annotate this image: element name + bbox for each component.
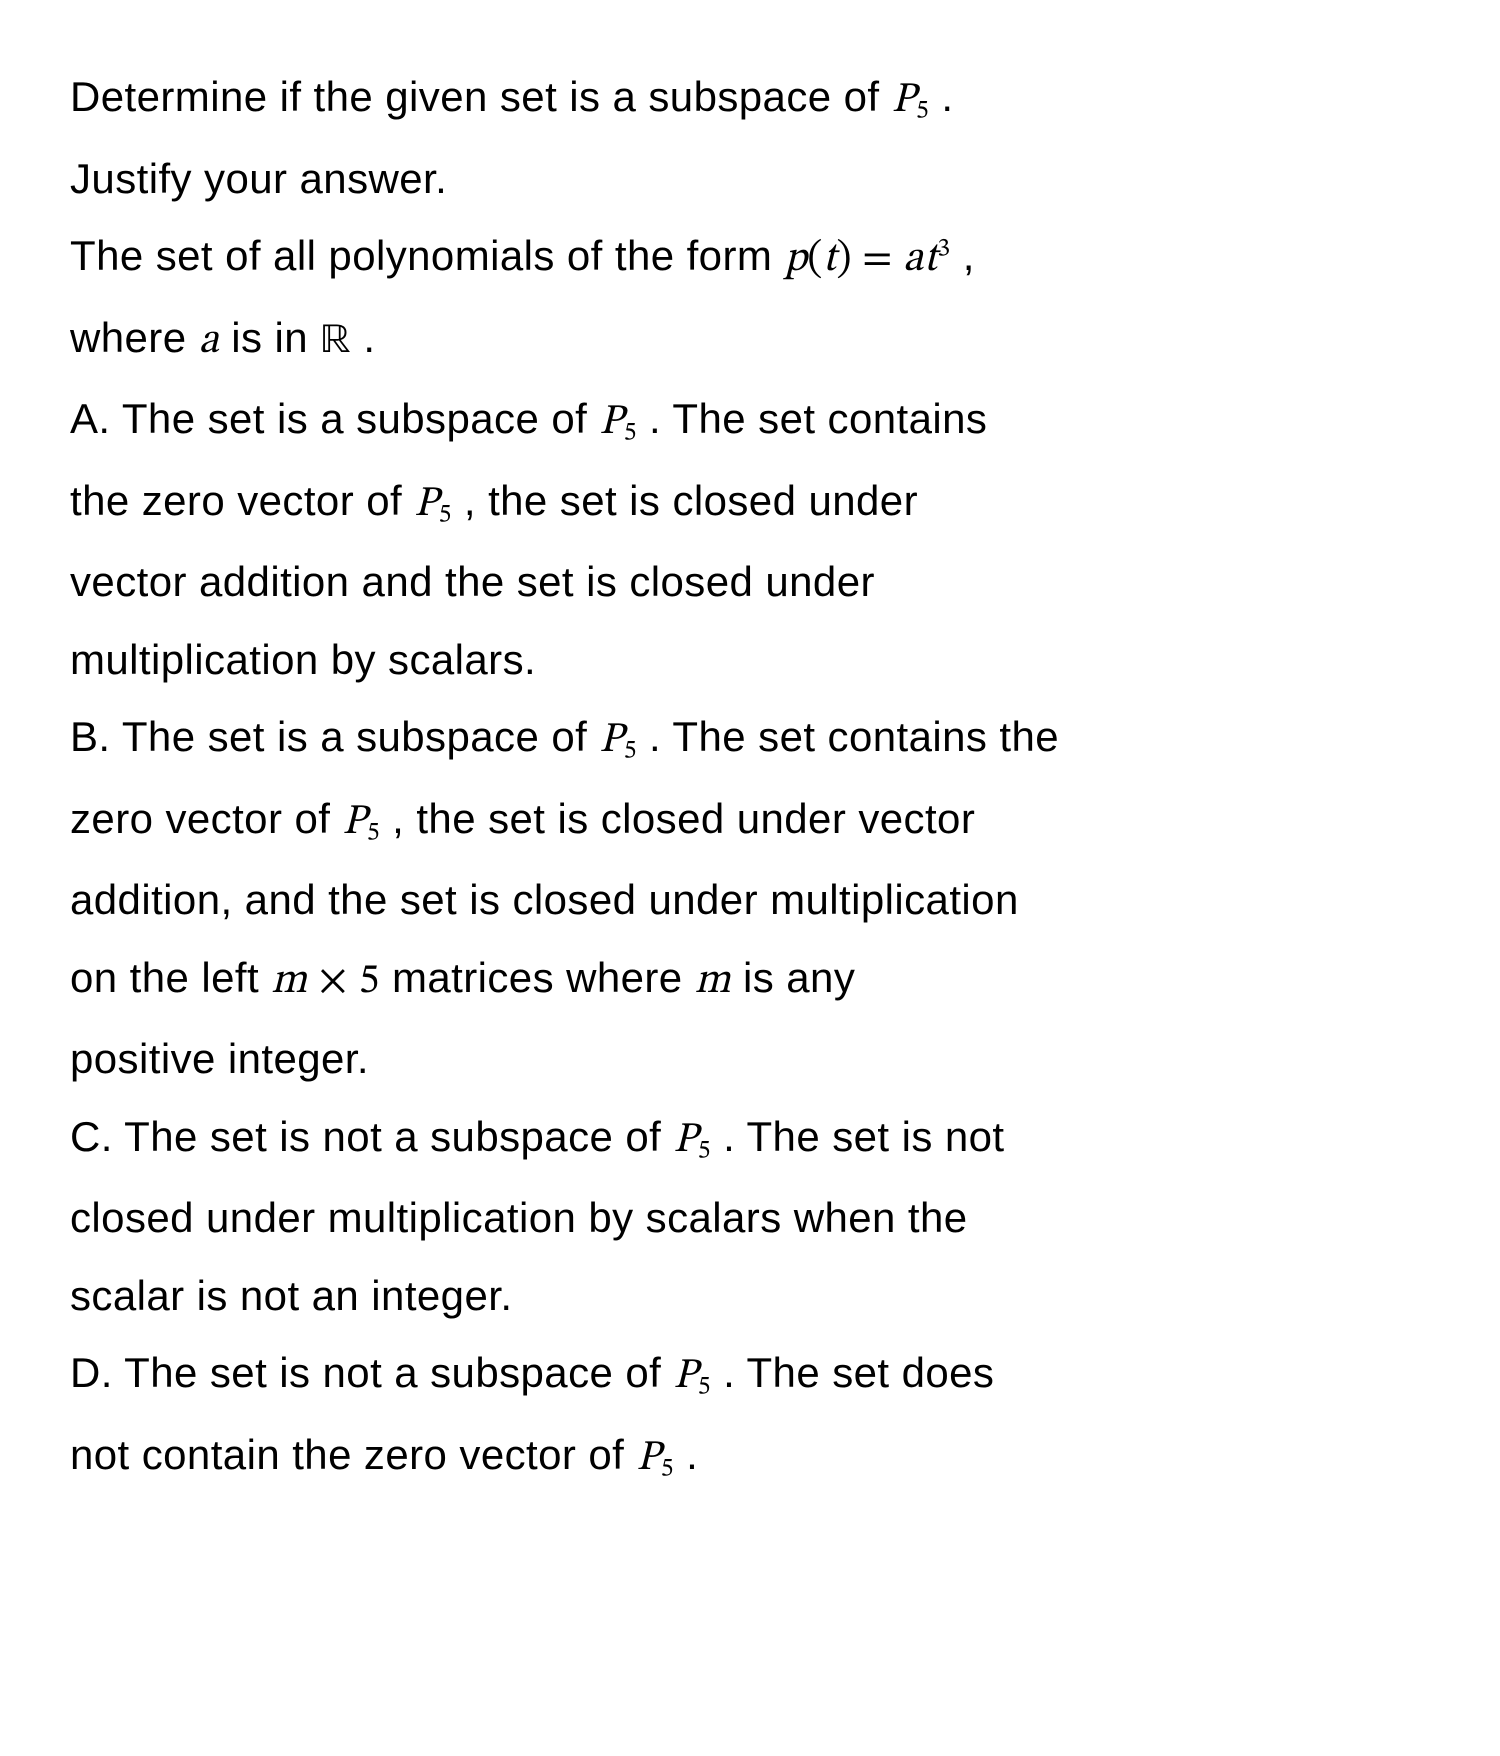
option-a-line-4: multiplication by scalars.	[70, 623, 1440, 697]
a-line4: multiplication by scalars.	[70, 636, 536, 683]
option-b-line-3: addition, and the set is closed under mu…	[70, 863, 1440, 937]
m-symbol: m	[695, 954, 731, 1001]
option-a-line-3: vector addition and the set is closed un…	[70, 545, 1440, 619]
b-line3: addition, and the set is closed under mu…	[70, 876, 1019, 923]
p5-symbol: P5	[673, 1349, 711, 1396]
option-d-line-2: not contain the zero vector of P5 .	[70, 1418, 1440, 1496]
c-line2: closed under multiplication by scalars w…	[70, 1194, 968, 1241]
b-tail2: , the set is closed under vector	[392, 795, 975, 842]
a-line3: vector addition and the set is closed un…	[70, 558, 875, 605]
b-pre1: B. The set is a subspace of	[70, 713, 599, 760]
option-d-line-1: D. The set is not a subspace of P5 . The…	[70, 1336, 1440, 1414]
p5-symbol: P5	[599, 713, 637, 760]
d-tail1: . The set does	[723, 1349, 994, 1396]
q-line3-tail: ,	[963, 232, 975, 279]
a-symbol: a	[199, 314, 220, 361]
b-pre2: zero vector of	[70, 795, 342, 842]
d-pre2: not contain the zero vector of	[70, 1431, 636, 1478]
option-a-line-2: the zero vector of P5 , the set is close…	[70, 464, 1440, 542]
question-line-4: where a is in ℝ .	[70, 301, 1440, 379]
document-content: Determine if the given set is a subspace…	[70, 60, 1440, 1495]
a-pre1: A. The set is a subspace of	[70, 395, 599, 442]
question-line-1: Determine if the given set is a subspace…	[70, 60, 1440, 138]
a-tail1: . The set contains	[649, 395, 987, 442]
d-pre1: D. The set is not a subspace of	[70, 1349, 673, 1396]
option-c-line-3: scalar is not an integer.	[70, 1259, 1440, 1333]
b-line4a: on the left	[70, 954, 271, 1001]
p5-symbol: P5	[636, 1431, 674, 1478]
p5-symbol: P5	[673, 1113, 711, 1160]
q-line1-tail: .	[941, 73, 953, 120]
b-line4b: matrices where	[392, 954, 695, 1001]
q-line2: Justify your answer.	[70, 155, 447, 202]
question-line-3: The set of all polynomials of the form p…	[70, 219, 1440, 297]
q-line3a: The set of all polynomials of the form	[70, 232, 784, 279]
b-tail1: . The set contains the	[649, 713, 1059, 760]
p5-symbol: P5	[892, 73, 930, 120]
b-line4c: is any	[743, 954, 855, 1001]
option-b-line-4: on the left m × 5 matrices where m is an…	[70, 941, 1440, 1019]
q-line4-tail: .	[363, 314, 375, 361]
option-b-line-1: B. The set is a subspace of P5 . The set…	[70, 700, 1440, 778]
option-b-line-5: positive integer.	[70, 1022, 1440, 1096]
question-line-2: Justify your answer.	[70, 142, 1440, 216]
formula-pt-at3: p(t) = at3	[784, 232, 950, 279]
option-c-line-1: C. The set is not a subspace of P5 . The…	[70, 1100, 1440, 1178]
q-line1a: Determine if the given set is a subspace…	[70, 73, 892, 120]
option-c-line-2: closed under multiplication by scalars w…	[70, 1181, 1440, 1255]
option-a-line-1: A. The set is a subspace of P5 . The set…	[70, 382, 1440, 460]
p5-symbol: P5	[342, 795, 380, 842]
p5-symbol: P5	[599, 395, 637, 442]
c-tail1: . The set is not	[723, 1113, 1004, 1160]
q-line4b: is in	[231, 314, 320, 361]
real-symbol: ℝ	[320, 314, 351, 361]
q-line4a: where	[70, 314, 199, 361]
p5-symbol: P5	[414, 477, 452, 524]
c-line3: scalar is not an integer.	[70, 1272, 512, 1319]
a-pre2: the zero vector of	[70, 477, 414, 524]
a-tail2: , the set is closed under	[464, 477, 918, 524]
c-pre1: C. The set is not a subspace of	[70, 1113, 673, 1160]
mx5-symbol: m × 5	[271, 954, 380, 1001]
d-tail2: .	[686, 1431, 698, 1478]
b-line5: positive integer.	[70, 1035, 369, 1082]
option-b-line-2: zero vector of P5 , the set is closed un…	[70, 782, 1440, 860]
